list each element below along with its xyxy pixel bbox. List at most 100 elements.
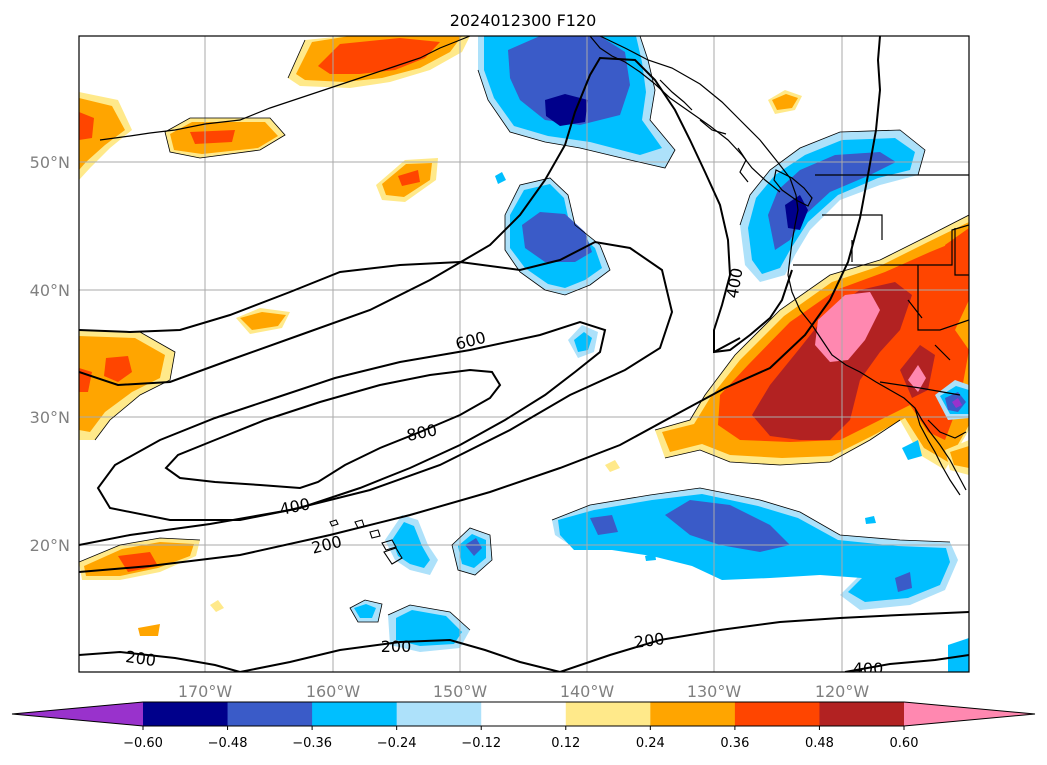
negative-anomaly-southern-band-royal-3 — [895, 572, 912, 592]
negative-anomaly-tiny-1 — [645, 553, 656, 561]
colorbar-tick-label: 0.36 — [720, 736, 749, 751]
colorbar-segment — [650, 702, 736, 726]
colorbar-segment — [819, 702, 905, 726]
map-frame — [78, 35, 970, 673]
negative-anomaly-baja-extreme — [952, 398, 962, 408]
island-big-island — [383, 547, 403, 565]
positive-anomaly-bering-inner — [318, 38, 440, 74]
island-maui — [381, 539, 397, 551]
positive-anomaly-tiny-1 — [138, 624, 160, 636]
positive-anomaly-california-pink — [815, 292, 880, 362]
height-contours — [79, 36, 969, 672]
border-mexico-states — [907, 299, 951, 361]
colorbar-extend-low — [12, 702, 143, 726]
lat-label-50n: 50°N — [30, 153, 70, 172]
colorbar-extend-high — [904, 702, 1035, 726]
positive-anomaly-tiny-2 — [210, 600, 224, 612]
lat-label-30n: 30°N — [30, 408, 70, 427]
outline-aleutian — [164, 117, 286, 159]
contour-200-west — [79, 36, 882, 573]
anomaly-contour-outlines — [79, 36, 969, 631]
outline-mid-pacific — [504, 177, 611, 296]
colorbar-segments — [143, 702, 905, 726]
contour-label-200-mid: 200 — [381, 637, 412, 656]
lon-label-170w: 170°W — [178, 682, 233, 701]
positive-anomaly-mexico-core — [950, 446, 969, 468]
outline-south-2 — [387, 604, 471, 631]
coastline-baja — [914, 407, 961, 496]
coastlines — [99, 36, 969, 496]
positive-anomaly-northwest-inner — [79, 112, 94, 140]
positive-anomaly-tiny-3 — [605, 460, 620, 472]
outline-hawaii-east — [451, 527, 493, 576]
contour-200-south — [79, 650, 241, 672]
negative-anomaly-pacific-northwest-royal — [768, 152, 896, 250]
colorbar-tick-label: −0.60 — [123, 736, 163, 751]
contour-600 — [96, 320, 607, 521]
negative-anomaly-south-2-core — [396, 610, 462, 646]
outline-southern-band — [551, 487, 951, 543]
positive-anomaly-west-inner — [104, 356, 132, 382]
state-border-or-ca — [793, 224, 969, 266]
map-plot-area: 800 600 400 400 200 200 200 200 400 — [79, 36, 969, 678]
outline-gulf-of-alaska — [477, 36, 676, 169]
state-border-nv-ca — [917, 265, 969, 331]
coastline-us-west — [787, 177, 967, 491]
latitude-labels: 50°N 40°N 30°N 20°N — [30, 153, 70, 555]
colorbar-segment — [734, 702, 820, 726]
coastline-alaska-south — [589, 36, 781, 193]
state-border-wa-or — [822, 214, 883, 240]
colorbar-segment — [227, 702, 313, 726]
colorbar-segment — [565, 702, 651, 726]
positive-anomaly-northwest-core — [79, 98, 125, 170]
figure-title: 2024012300 F120 — [450, 11, 597, 30]
graticule — [79, 36, 969, 672]
outline-southwest — [79, 537, 201, 563]
negative-anomaly-south-1-core — [354, 604, 376, 618]
contour-400-southeast — [844, 654, 969, 672]
colorbar-tick-label: −0.12 — [461, 736, 501, 751]
contour-label-400-southeast: 400 — [853, 659, 884, 678]
outline-pacific-northwest — [739, 129, 926, 226]
positive-anomaly-small-1-inner — [398, 170, 420, 186]
colorbar-segment — [143, 702, 229, 726]
coastline-bc-islands — [659, 79, 749, 183]
positive-anomaly-small-3-core — [772, 94, 798, 110]
colorbar-tick-labels: −0.60 −0.48 −0.36 −0.24 −0.12 0.12 0.24 0.36 0.4… — [123, 726, 918, 751]
positive-anomaly-arizona-pink — [908, 365, 926, 392]
negative-anomaly-hawaii-east-royal — [465, 538, 482, 556]
coastline-bc-main — [599, 36, 791, 179]
negative-anomaly-southern-band-royal — [665, 500, 790, 552]
positive-anomaly-small-2-core — [240, 312, 286, 330]
contour-400-main — [79, 240, 674, 546]
colorbar-segment — [481, 702, 567, 726]
contour-label-200-south: 200 — [124, 647, 157, 670]
negative-anomaly-gulf-of-alaska-navy — [545, 94, 588, 126]
contour-200-east — [559, 611, 969, 672]
colorbar-tick-label: 0.60 — [890, 736, 919, 751]
contour-200-mid — [239, 638, 561, 672]
border-idaho — [954, 228, 969, 276]
colorbar-tick-label: −0.48 — [208, 736, 248, 751]
negative-anomaly-small-2 — [495, 172, 506, 184]
outline-california-south — [664, 419, 901, 466]
colorbar-tick-label: 0.12 — [551, 736, 580, 751]
contour-800 — [164, 368, 502, 490]
colorbar-segment — [396, 702, 482, 726]
negative-anomaly-southeast-corner — [948, 638, 969, 672]
negative-anomaly-tiny-2 — [865, 516, 876, 524]
island-niihau — [329, 519, 339, 527]
contour-400-se — [713, 337, 741, 353]
coastline-vancouver-island — [773, 169, 813, 207]
border-us-mexico — [879, 381, 961, 396]
outline-california — [654, 214, 969, 431]
lon-label-150w: 150°W — [433, 682, 488, 701]
colorbar: −0.60 −0.48 −0.36 −0.24 −0.12 0.12 0.24 0.36 0.4… — [11, 701, 1036, 751]
lon-label-160w: 160°W — [306, 682, 361, 701]
coastline-sea-of-cortez — [927, 419, 967, 439]
longitude-labels: 170°W 160°W 150°W 140°W 130°W 120°W — [178, 682, 870, 701]
colorbar-tick-label: −0.36 — [292, 736, 332, 751]
lon-label-120w: 120°W — [815, 682, 870, 701]
contour-label-200-east: 200 — [633, 629, 666, 652]
